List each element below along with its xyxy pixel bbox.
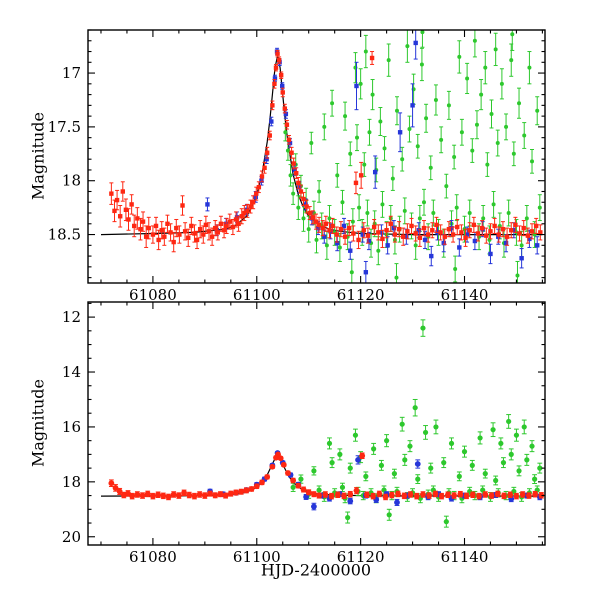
bottom-model-curve [100,454,543,497]
bottom-panel: 61080 61100 61120 61140 12 14 16 18 20 [62,301,546,566]
top-ticks [88,29,545,283]
top-tick-labels: 61080 61100 61120 61140 17 17.5 18 18.5 [48,64,489,304]
x-tick-label: 61080 [129,548,177,566]
top-plot-area [100,30,543,283]
y-tick-label: 18 [62,172,81,190]
x-tick-label: 61120 [337,548,385,566]
x-tick-label: 61140 [441,286,489,304]
x-tick-label: 61080 [129,286,177,304]
bottom-series-red [108,451,545,501]
top-series-green [283,30,542,283]
x-tick-label: 61120 [337,286,385,304]
x-axis-label: HJD-2400000 [260,560,372,580]
y-tick-label: 18.5 [48,226,81,244]
top-model-curve [100,55,543,236]
bottom-tick-labels: 61080 61100 61120 61140 12 14 16 18 20 [62,308,488,566]
y-tick-label: 12 [62,308,81,326]
y-tick-label: 17 [62,64,81,82]
y-tick-label: 14 [62,363,81,381]
bottom-plot-area [100,319,545,528]
y-tick-label: 18 [62,473,81,491]
x-tick-label: 61140 [441,548,489,566]
bottom-y-axis-label: Magnitude [28,378,48,468]
top-frame [87,29,546,284]
x-tick-label: 61100 [233,548,281,566]
y-tick-label: 17.5 [48,118,81,136]
top-panel: 61080 61100 61120 61140 17 17.5 18 18.5 [48,29,546,304]
y-tick-label: 16 [62,418,81,436]
y-tick-label: 20 [62,528,81,546]
bottom-ticks [88,302,545,545]
top-y-axis-label: Magnitude [28,111,48,201]
x-tick-label: 61100 [233,286,281,304]
top-series-red [109,49,543,253]
bottom-frame [87,301,546,546]
